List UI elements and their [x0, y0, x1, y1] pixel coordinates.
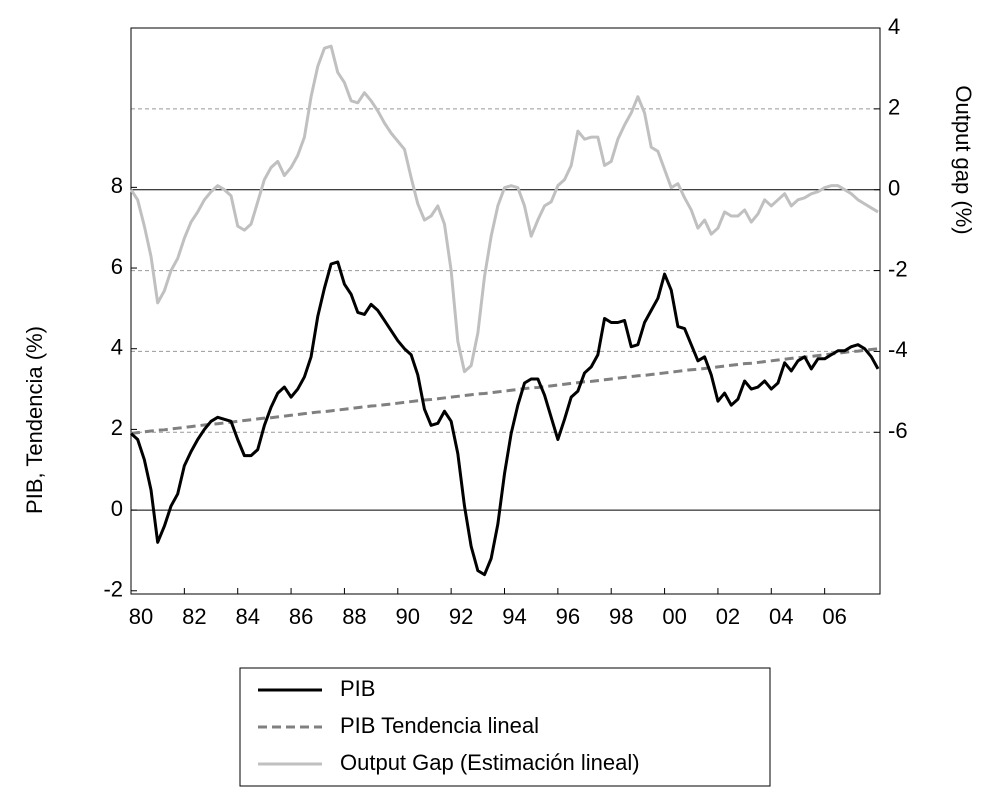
y2-tick-label: 4 [888, 14, 900, 39]
y-axis-label: PIB, Tendencia (%) [22, 326, 47, 514]
x-tick-label: 88 [342, 604, 366, 629]
y-tick-label: 8 [111, 173, 123, 198]
x-tick-label: 82 [182, 604, 206, 629]
y2-tick-label: -2 [888, 256, 908, 281]
x-tick-label: 90 [396, 604, 420, 629]
x-tick-label: 00 [662, 604, 686, 629]
series-line [129, 44, 879, 374]
legend-label: PIB Tendencia lineal [340, 713, 539, 738]
x-tick-label: 80 [129, 604, 153, 629]
series-line [130, 347, 879, 435]
y-tick-label: 0 [111, 496, 123, 521]
y2-tick-label: -6 [888, 418, 908, 443]
x-tick-label: 98 [609, 604, 633, 629]
x-tick-label: 86 [289, 604, 313, 629]
x-tick-label: 84 [235, 604, 259, 629]
x-tick-label: 06 [822, 604, 846, 629]
y-tick-label: 2 [111, 415, 123, 440]
y-tick-label: -2 [103, 577, 123, 602]
legend-box [239, 667, 771, 787]
legend-label: Output Gap (Estimación lineal) [340, 750, 640, 775]
x-tick-label: 94 [502, 604, 526, 629]
y2-tick-label: 0 [888, 176, 900, 201]
series-line [129, 260, 880, 577]
x-tick-label: 04 [769, 604, 793, 629]
legend-label: PIB [340, 676, 375, 701]
x-tick-label: 02 [716, 604, 740, 629]
y2-tick-label: -4 [888, 337, 908, 362]
plot-frame [130, 27, 881, 595]
y-tick-label: 4 [111, 335, 123, 360]
y2-tick-label: 2 [888, 95, 900, 120]
y-tick-label: 6 [111, 254, 123, 279]
x-tick-label: 96 [556, 604, 580, 629]
y2-axis-label: Output gap (%) [951, 85, 976, 234]
x-tick-label: 92 [449, 604, 473, 629]
